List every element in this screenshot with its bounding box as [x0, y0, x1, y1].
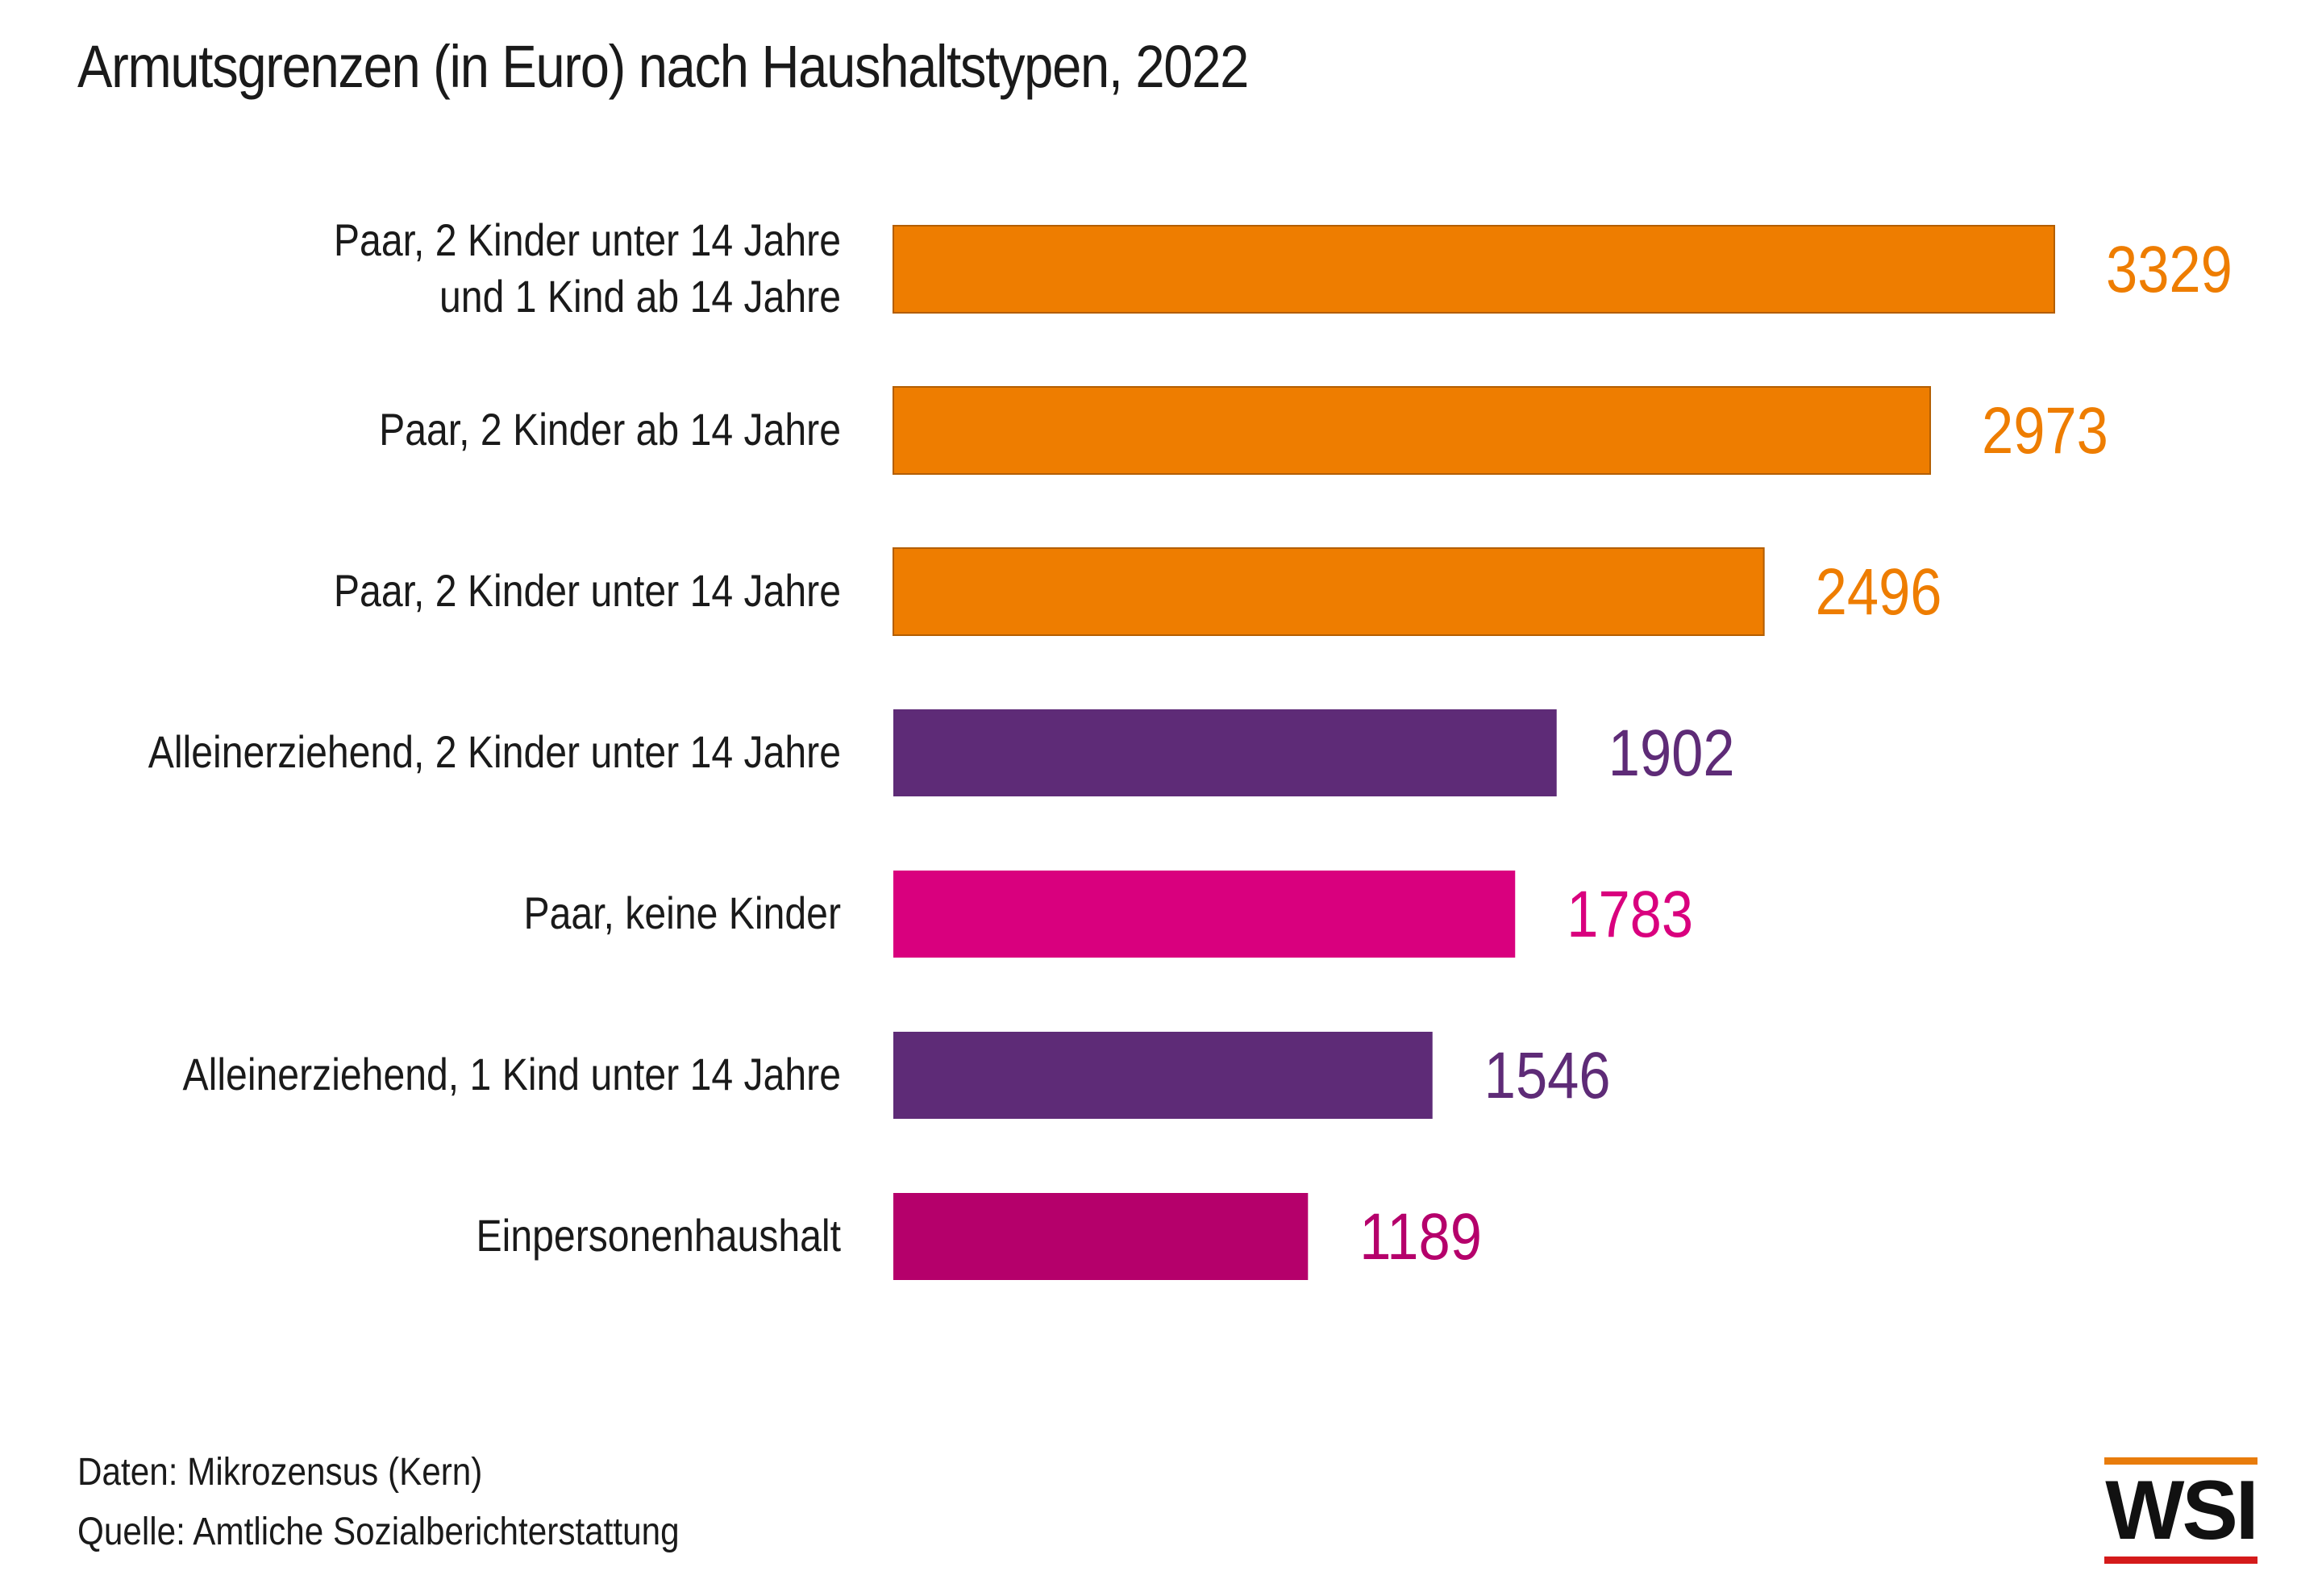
bar — [893, 1193, 1309, 1280]
data-label: 3329 — [2106, 233, 2233, 306]
logo-bottom-bar — [2104, 1557, 2258, 1564]
data-note: Daten: Mikrozensus (Kern) — [77, 1451, 483, 1494]
category-label: Paar, 2 Kinder unter 14 Jahre — [334, 216, 841, 266]
category-label: Paar, 2 Kinder ab 14 Jahre — [379, 405, 841, 455]
data-label: 1189 — [1359, 1200, 1482, 1274]
bar — [893, 709, 1557, 796]
source-note: Quelle: Amtliche Sozialberichterstattung — [77, 1511, 680, 1553]
category-label: Paar, keine Kinder — [523, 889, 841, 939]
category-label: und 1 Kind ab 14 Jahre — [439, 272, 841, 322]
wsi-logo: WSI — [2104, 1457, 2259, 1565]
logo-text: WSI — [2105, 1463, 2258, 1557]
bar — [893, 871, 1516, 958]
bar — [893, 547, 1765, 636]
data-label: 1783 — [1567, 878, 1693, 951]
category-label: Alleinerziehend, 2 Kinder unter 14 Jahre — [148, 728, 841, 778]
category-label: Alleinerziehend, 1 Kind unter 14 Jahre — [183, 1050, 841, 1100]
chart-title: Armutsgrenzen (in Euro) nach Haushaltsty… — [77, 33, 1249, 100]
category-label: Einpersonenhaushalt — [476, 1212, 842, 1261]
chart-footer: Daten: Mikrozensus (Kern) Quelle: Amtlic… — [77, 1443, 680, 1562]
data-label: 2496 — [1816, 555, 1942, 629]
bar — [893, 386, 1932, 475]
logo-top-bar — [2104, 1457, 2258, 1465]
data-label: 1902 — [1608, 717, 1735, 790]
category-label: Paar, 2 Kinder unter 14 Jahre — [334, 567, 841, 617]
data-label: 1546 — [1484, 1039, 1611, 1112]
data-label: 2973 — [1982, 394, 2108, 468]
bar — [893, 1032, 1433, 1119]
bar — [893, 225, 2055, 314]
